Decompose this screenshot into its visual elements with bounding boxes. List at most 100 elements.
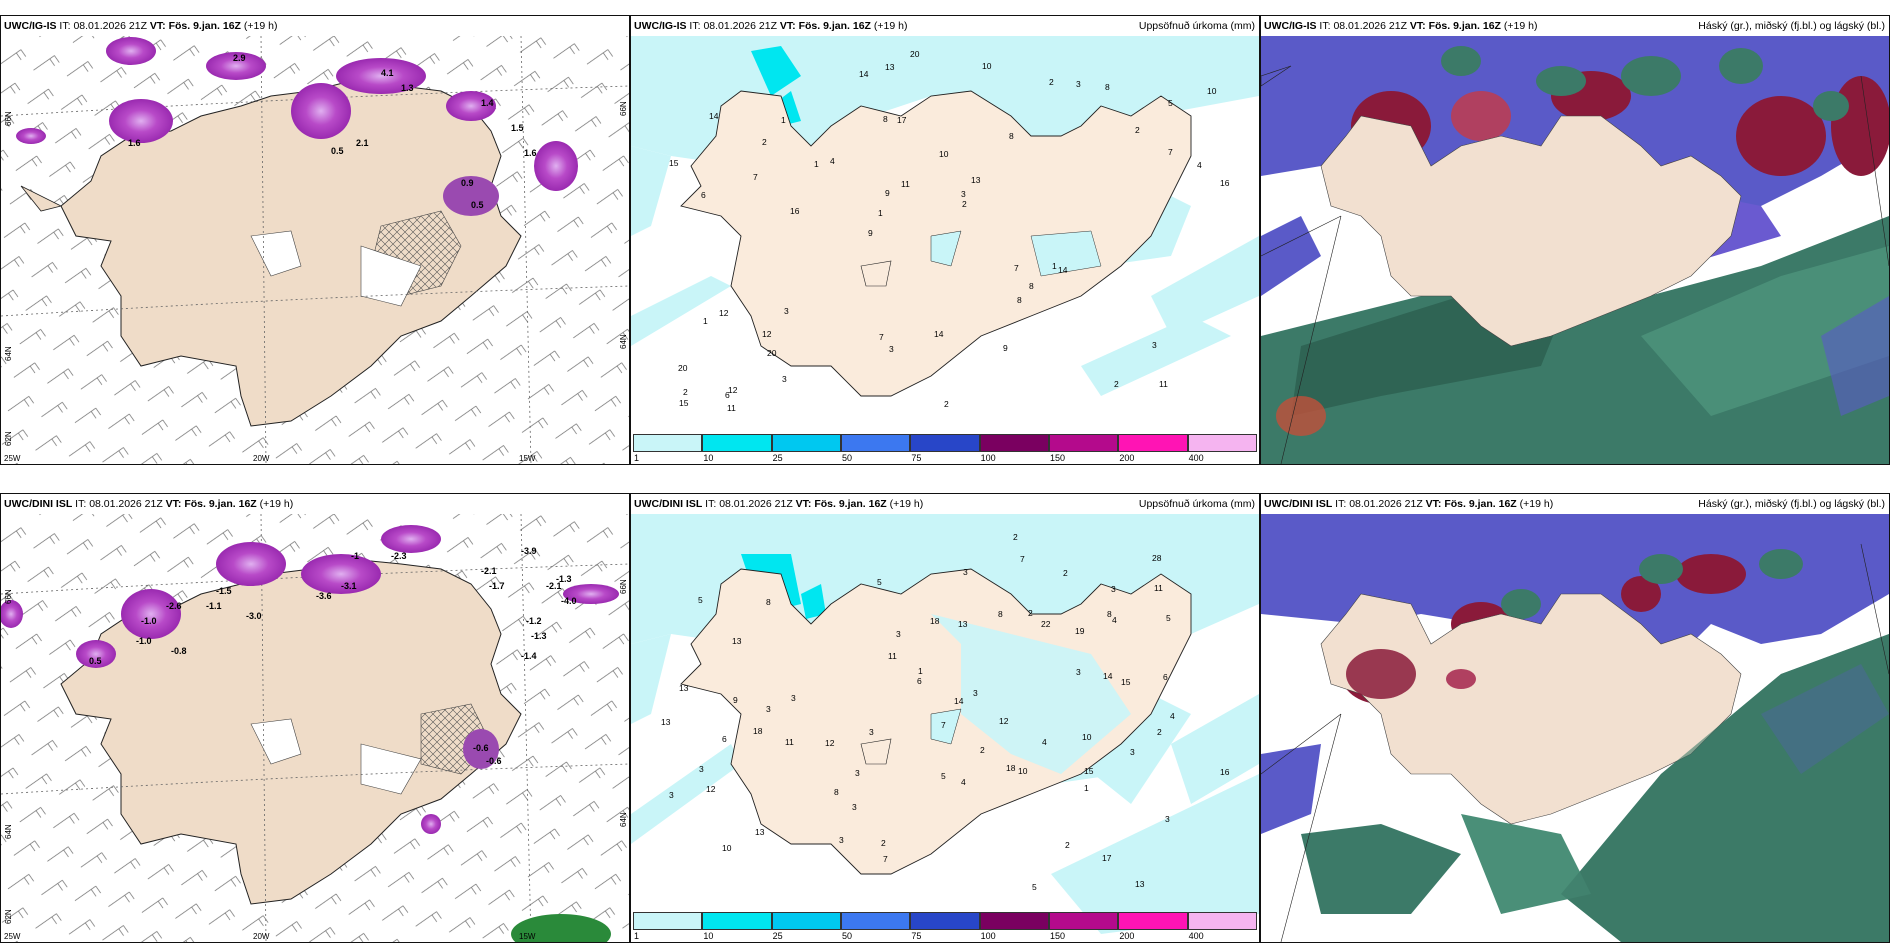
- lat-label: 64N: [619, 812, 628, 827]
- model-name: UWC/DINI ISL: [4, 498, 73, 510]
- precip-value-label: 3: [855, 768, 860, 778]
- value-label: -2.1: [481, 566, 497, 576]
- precip-value-label: 9: [733, 695, 738, 705]
- colorbar-label: 10: [703, 931, 714, 941]
- precip-value-label: 13: [732, 636, 742, 646]
- colorbar-label: 10: [703, 453, 714, 463]
- precip-value-label: 1: [781, 115, 786, 125]
- precip-value-label: 16: [1220, 767, 1230, 777]
- precip-value-label: 8: [766, 597, 771, 607]
- precip-value-label: 2: [1013, 532, 1018, 542]
- panel-top-precipitation: UWC/IG-IS IT: 08.01.2026 21Z VT: Fös. 9.…: [630, 15, 1260, 465]
- value-label: 0.5: [331, 146, 344, 156]
- colorbar-label: 400: [1188, 453, 1204, 463]
- precip-value-label: 12: [825, 738, 835, 748]
- it-value: 08.01.2026 21Z: [1333, 20, 1407, 32]
- precip-value-label: 15: [1084, 766, 1094, 776]
- precip-value-label: 3: [961, 189, 966, 199]
- precip-value-label: 3: [791, 693, 796, 703]
- value-label: -1.1: [206, 601, 222, 611]
- value-label: 1.6: [524, 148, 537, 158]
- precip-value-label: 1: [918, 666, 923, 676]
- vt-value: Fös. 9.jan. 16Z: [1444, 498, 1517, 510]
- it-label: IT:: [1335, 498, 1347, 510]
- precip-value-label: 12: [719, 308, 729, 318]
- precip-value-label: 8: [1107, 609, 1112, 619]
- it-label: IT:: [1319, 20, 1331, 32]
- cloud-map: [1261, 36, 1889, 464]
- colorbar-label: 200: [1119, 453, 1135, 463]
- precip-value-label: 20: [678, 363, 688, 373]
- lat-label: 66N: [4, 589, 13, 604]
- colorbar-segment: [633, 434, 703, 452]
- precip-value-label: 5: [1032, 882, 1037, 892]
- vt-value: Fös. 9.jan. 16Z: [168, 20, 241, 32]
- vt-value: Fös. 9.jan. 16Z: [184, 498, 257, 510]
- precip-value-label: 2: [1065, 840, 1070, 850]
- precip-value-label: 2: [1049, 77, 1054, 87]
- precip-value-label: 7: [1020, 554, 1025, 564]
- value-label: -1: [351, 551, 359, 561]
- precipitation-colorbar: 1 10 25 50 75 100 150 200 400: [633, 912, 1257, 942]
- lead-time: (+19 h): [1519, 498, 1554, 510]
- colorbar-label: 100: [980, 453, 996, 463]
- precip-value-label: 14: [859, 69, 869, 79]
- precip-value-label: 10: [1082, 732, 1092, 742]
- precip-value-label: 5: [1166, 613, 1171, 623]
- value-label: -2.6: [166, 601, 182, 611]
- panel-header: UWC/DINI ISL IT: 08.01.2026 21Z VT: Fös.…: [1261, 494, 1889, 514]
- value-label: -2.1: [546, 581, 562, 591]
- precip-value-label: 4: [1112, 615, 1117, 625]
- value-label: -3.6: [316, 591, 332, 601]
- precip-value-label: 12: [999, 716, 1009, 726]
- lon-label: 15W: [519, 454, 536, 463]
- it-label: IT:: [59, 20, 71, 32]
- precip-value-label: 13: [679, 683, 689, 693]
- precip-value-label: 15: [669, 158, 679, 168]
- colorbar-label: 75: [911, 931, 922, 941]
- precip-value-label: 13: [755, 827, 765, 837]
- it-label: IT:: [75, 498, 87, 510]
- precip-value-label: 8: [998, 609, 1003, 619]
- colorbar-segment: [1049, 434, 1119, 452]
- colorbar-label: 75: [911, 453, 922, 463]
- precip-value-label: 6: [917, 676, 922, 686]
- lead-time: (+19 h): [243, 20, 278, 32]
- precip-value-label: 11: [1154, 583, 1163, 593]
- cloud-map: [1261, 514, 1889, 942]
- precip-value-label: 2: [1063, 568, 1068, 578]
- value-label: -2.3: [391, 551, 407, 561]
- precip-value-label: 3: [1111, 584, 1116, 594]
- precip-value-label: 8: [1017, 295, 1022, 305]
- precip-value-label: 7: [753, 172, 758, 182]
- precip-value-label: 1: [1084, 783, 1089, 793]
- value-label: 0.5: [471, 200, 484, 210]
- value-label: 0.9: [461, 178, 474, 188]
- precip-value-label: 18: [1006, 763, 1016, 773]
- precip-value-label: 22: [1041, 619, 1051, 629]
- precip-value-label: 9: [885, 188, 890, 198]
- value-label: -1.3: [556, 574, 572, 584]
- it-value: 08.01.2026 21Z: [89, 498, 163, 510]
- temperature-map: 1.6 2.9 4.1 1.3 0.5 2.1 0.5 0.9 1.6 1.5 …: [1, 36, 629, 464]
- precip-value-label: 28: [1152, 553, 1162, 563]
- colorbar-label: 25: [772, 453, 783, 463]
- colorbar-label: 50: [842, 931, 853, 941]
- precip-value-label: 3: [839, 835, 844, 845]
- precip-value-label: 2: [881, 838, 886, 848]
- precip-value-label: 18: [930, 616, 940, 626]
- colorbar-segment: [1118, 912, 1188, 930]
- it-label: IT:: [705, 498, 717, 510]
- precip-value-label: 2: [1135, 125, 1140, 135]
- lead-time: (+19 h): [873, 20, 908, 32]
- model-name: UWC/IG-IS: [634, 20, 687, 32]
- colorbar-segment: [1049, 912, 1119, 930]
- precip-value-label: 7: [941, 720, 946, 730]
- precip-value-label: 2: [962, 199, 967, 209]
- colorbar-segment: [910, 434, 980, 452]
- precip-value-label: 8: [1105, 82, 1110, 92]
- lead-time: (+19 h): [889, 498, 924, 510]
- lat-label: 66N: [4, 111, 13, 126]
- value-label: -0.8: [171, 646, 187, 656]
- precip-value-label: 2: [1157, 727, 1162, 737]
